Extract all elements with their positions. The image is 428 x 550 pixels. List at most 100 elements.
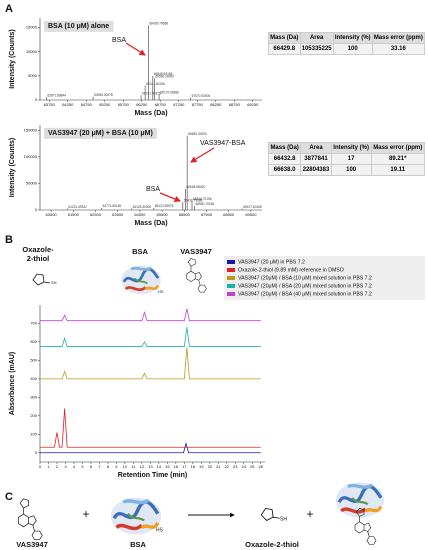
x-axis-label: Mass (Da) [134, 110, 167, 117]
y-tick-label: 700 [30, 321, 37, 326]
x-tick-label: 66500 [179, 212, 191, 217]
annotation: VAS3947-BSA [200, 140, 246, 147]
peak-label: 62774.60156 [103, 204, 122, 208]
legend-swatch [227, 284, 235, 288]
peak-label: 66590.00000 [155, 75, 174, 79]
x-tick-label: 0 [39, 464, 42, 469]
x-axis-label: Mass (Da) [134, 220, 167, 227]
panel-label: B [5, 234, 13, 246]
x-tick-label: 19 [199, 464, 204, 469]
x-tick-label: 68750 [229, 102, 241, 107]
legend-swatch [227, 268, 235, 272]
table-row: 66432.8 3877841 17 89.21* [267, 153, 425, 165]
x-tick-label: 61500 [68, 212, 80, 217]
table-cell: 66432.8 [267, 153, 302, 165]
header-cell: Area [300, 142, 332, 154]
trace [40, 327, 261, 347]
y-tick-label: 600 [30, 339, 37, 344]
peak-label: 64935.00078 [94, 93, 113, 97]
peak-label: 63671.89844 [47, 93, 66, 97]
x-tick-label: 64250 [62, 102, 74, 107]
legend-box [224, 256, 425, 300]
panel-label: C [5, 491, 13, 503]
table-cell: 66429.8 [268, 43, 301, 55]
scheme-label: BSA [130, 540, 146, 549]
y-tick-label: 150000 [24, 127, 38, 132]
table-cell: 100 [332, 43, 373, 55]
table-cell: 3877841 [300, 153, 332, 165]
table-cell: 19.11 [370, 164, 425, 176]
x-tick-label: 10 [123, 464, 128, 469]
x-tick-label: 3 [64, 464, 67, 469]
header-row: Mass (Da) Area Intensity (%) Mass error (pp… [268, 32, 426, 44]
peak-label: 66960.70156 [196, 202, 215, 206]
x-tick-label: 63500 [112, 212, 124, 217]
x-tick-label: 22 [225, 464, 230, 469]
atom-label: SH [51, 280, 57, 285]
protein [119, 264, 163, 296]
y-tick-label: 15000 [26, 25, 38, 30]
x-tick-label: 60500 [46, 212, 58, 217]
molecule [186, 258, 207, 293]
legend-swatch [227, 276, 235, 280]
arrow [125, 42, 146, 56]
header-row: Mass (Da) Area Intensity (%) Mass error (pp… [267, 142, 425, 154]
chart-title: BSA (10 μM) alone [48, 23, 109, 30]
table-cell: 17 [330, 153, 372, 165]
annotation: BSA [146, 186, 160, 193]
peak-label: 65123.39978 [155, 204, 174, 208]
molecule [32, 273, 51, 286]
y-tick-label: 0 [35, 207, 38, 212]
peak-label: 66846.70156 [193, 197, 212, 201]
x-tick-label: 9 [115, 464, 118, 469]
y-axis-label: Intensity (Counts) [9, 138, 16, 198]
x-tick-label: 25 [250, 464, 255, 469]
x-tick-label: 12 [140, 464, 145, 469]
chart-title: VAS3947 (20 μM) + BSA (10 μM) [48, 130, 153, 137]
x-tick-label: 64750 [81, 102, 93, 107]
molecule [260, 508, 281, 521]
atom-label: HS [158, 289, 164, 294]
header-cell: Intensity (%) [330, 142, 372, 154]
x-tick-label: 67500 [201, 212, 213, 217]
x-tick-label: 24 [242, 464, 247, 469]
legend-label: VAS3947 (20 μM) in PBS 7.2 [238, 259, 305, 265]
header-cell: Mass (Da) [267, 142, 302, 154]
x-tick-label: 68250 [210, 102, 222, 107]
x-tick-label: 68500 [223, 212, 235, 217]
x-tick-label: 67750 [192, 102, 204, 107]
header-cell: Mass (Da) [268, 32, 301, 44]
annotation: BSA [112, 37, 126, 44]
title-box: BSA (10 μM) alone [44, 20, 114, 32]
protein [333, 480, 387, 520]
legend-label: VAS3947 (20μM) / BSA (40 μM) mixed solut… [238, 291, 372, 297]
arrow [190, 147, 215, 163]
x-tick-label: 66250 [136, 102, 148, 107]
x-tick-label: 8 [107, 464, 110, 469]
peak-label: 66432.79688 [184, 198, 203, 202]
x-tick-label: 1 [47, 464, 50, 469]
peak-label: 66630.00000 [188, 132, 207, 136]
scheme-label: Oxazole-2-thiol [245, 540, 299, 549]
x-tick-label: 5 [81, 464, 84, 469]
title-background [44, 20, 114, 32]
y-tick-label: 100 [30, 431, 37, 436]
y-tick-label: 500 [30, 357, 37, 362]
x-tick-label: 11 [131, 464, 136, 469]
table-cell: 33.16 [371, 43, 426, 55]
peak-label: 69107.60156 [243, 205, 262, 209]
peak-label: 66341.60156 [146, 82, 165, 86]
peak-label: 67570.00000 [192, 94, 211, 98]
x-tick-label: 65750 [118, 102, 130, 107]
x-tick-label: 14 [157, 464, 162, 469]
molecule [18, 498, 43, 540]
table-cell: 66638.0 [267, 164, 302, 176]
x-tick-label: 17 [182, 464, 187, 469]
structure-label: VAS3947 [180, 247, 212, 256]
y-axis-label: Absorbance (mAU) [9, 352, 16, 415]
title-background [44, 127, 157, 139]
y-tick-label: 50000 [26, 181, 38, 186]
x-tick-label: 65250 [99, 102, 111, 107]
